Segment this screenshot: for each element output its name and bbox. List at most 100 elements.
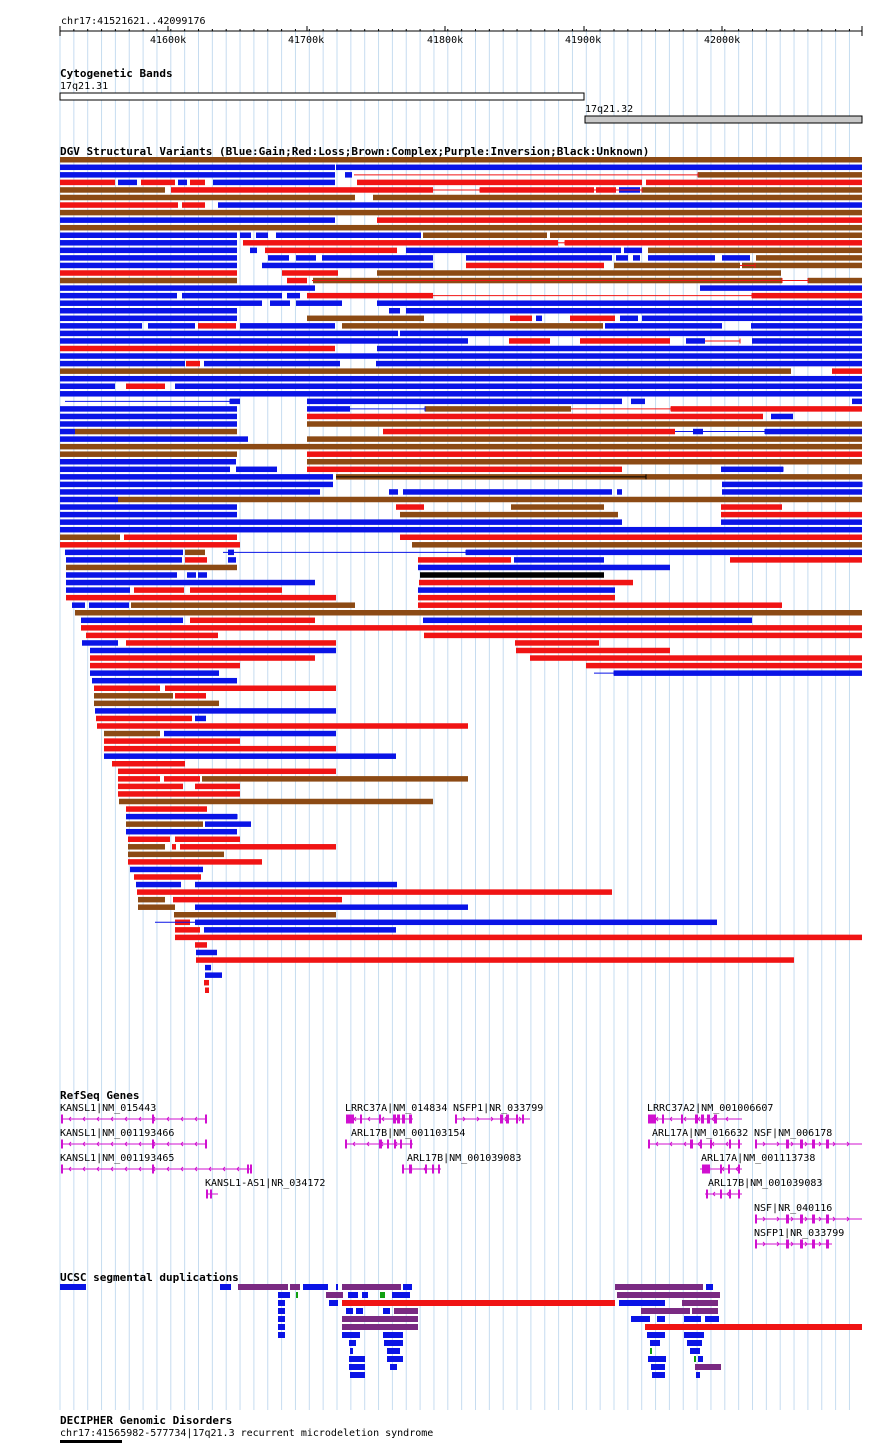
decipher-track-title[interactable]: DECIPHER Genomic Disorders: [60, 1414, 233, 1427]
gene-label[interactable]: NSFP1|NR_033799: [453, 1103, 544, 1114]
gene-exon: [720, 1189, 722, 1199]
dgv-variant: [307, 292, 433, 299]
refseq-track-title[interactable]: RefSeq Genes: [60, 1089, 140, 1102]
dgv-variant: [198, 572, 207, 578]
gene-strand-arrow: [776, 1141, 780, 1147]
gene-label[interactable]: ARL17B|NM_001039083: [708, 1178, 823, 1189]
dgv-variant: [60, 375, 862, 382]
cytoband-track-title[interactable]: Cytogenetic Bands: [60, 67, 173, 80]
dgv-variant: [178, 179, 187, 186]
dgv-track-title[interactable]: DGV Structural Variants (Blue:Gain;Red:L…: [60, 145, 650, 158]
dgv-variant: [509, 338, 550, 344]
gene-label[interactable]: NSF|NR_040116: [754, 1203, 833, 1214]
dgv-variant: [205, 987, 209, 993]
dgv-variant: [418, 594, 615, 601]
dgv-variant: [60, 209, 862, 216]
gene-exon: [786, 1239, 789, 1249]
dgv-variant: [60, 202, 178, 208]
dgv-variant: [756, 255, 862, 261]
gene-strand-arrow: [726, 1191, 730, 1197]
gene-strand-arrow: [68, 1141, 72, 1147]
dgv-variant: [383, 428, 675, 435]
dgv-variant: [60, 247, 237, 254]
segdup-item: [705, 1316, 719, 1322]
dgv-variant: [171, 187, 433, 193]
dgv-variant: [126, 821, 203, 827]
dgv-variant: [128, 859, 262, 865]
gene-exon: [61, 1114, 63, 1124]
dgv-variant: [60, 164, 335, 171]
gene-exon: [800, 1139, 803, 1149]
gene-strand-arrow: [180, 1166, 184, 1172]
dgv-variant: [570, 315, 615, 322]
gene-label[interactable]: KANSL1-AS1|NR_034172: [205, 1178, 326, 1189]
dgv-variant: [60, 542, 240, 548]
gene-label[interactable]: ARL17A|NM_016632: [652, 1128, 749, 1139]
gene-label[interactable]: KANSL1|NM_001193465: [60, 1153, 175, 1164]
decipher-item-label[interactable]: chr17:41565982-577734|17q21.3 recurrent …: [60, 1428, 434, 1439]
gene-label[interactable]: ARL17A|NM_001113738: [701, 1153, 816, 1164]
segdup-item: [278, 1300, 285, 1306]
dgv-variant: [60, 519, 622, 525]
gene-exon: [706, 1189, 708, 1199]
segdup-item: [348, 1292, 358, 1298]
gene-label[interactable]: ARL17B|NM_001039083: [407, 1153, 522, 1164]
dgv-variant: [389, 489, 398, 495]
dgv-variant: [852, 398, 862, 405]
gene-label[interactable]: ARL17B|NM_001103154: [351, 1128, 466, 1139]
gene-exon: [205, 1114, 207, 1124]
gene-label[interactable]: LRRC37A|NM_014834: [345, 1103, 448, 1114]
segdup-item: [687, 1340, 702, 1346]
dgv-variant: [322, 255, 433, 261]
dgv-variant: [60, 459, 236, 465]
dgv-variant: [287, 292, 300, 299]
segdup-item: [645, 1324, 862, 1330]
segdup-track-title[interactable]: UCSC segmental duplications: [60, 1271, 239, 1284]
gene-exon: [648, 1139, 650, 1149]
dgv-variant: [118, 783, 183, 790]
dgv-variant: [60, 443, 862, 450]
segdup-item: [278, 1324, 285, 1330]
gene-strand-arrow: [68, 1116, 72, 1122]
gene-exon: [400, 1139, 402, 1149]
gene-exon: [410, 1139, 412, 1149]
segdup-item: [346, 1308, 353, 1314]
gene-label[interactable]: LRRC37A2|NM_001006607: [647, 1103, 774, 1114]
gene-label[interactable]: NSFP1|NR_033799: [754, 1228, 845, 1239]
dgv-variant: [466, 255, 612, 261]
dgv-variant: [60, 413, 237, 420]
gene-label[interactable]: NSF|NM_006178: [754, 1128, 833, 1139]
dgv-variant: [307, 451, 862, 457]
dgv-variant: [119, 798, 433, 805]
dgv-variant: [60, 428, 75, 435]
gene-strand-arrow: [669, 1116, 673, 1122]
gene-exon: [755, 1139, 757, 1149]
base-position-ruler[interactable]: [0, 0, 890, 60]
segdup-item: [706, 1284, 713, 1290]
dgv-variant: [466, 549, 862, 556]
dgv-variant: [118, 791, 240, 797]
ruler-tick-label: 41800k: [427, 35, 464, 46]
gene-exon: [61, 1164, 63, 1174]
gene-exon: [438, 1164, 440, 1174]
dgv-variant: [190, 587, 282, 593]
gene-label[interactable]: KANSL1|NM_001193466: [60, 1128, 175, 1139]
gene-label[interactable]: KANSL1|NM_015443: [60, 1103, 157, 1114]
gene-exon: [720, 1164, 722, 1174]
dgv-variant: [60, 526, 862, 533]
dgv-variant: [250, 247, 257, 254]
dgv-variant: [389, 308, 400, 314]
dgv-variant: [90, 670, 219, 676]
dgv-variant: [175, 934, 862, 941]
dgv-variant: [511, 504, 604, 510]
gene-exon: [210, 1189, 212, 1199]
segdup-item: [290, 1284, 300, 1290]
cytoband-track[interactable]: [0, 0, 890, 130]
gene-exon: [250, 1164, 252, 1174]
gene-strand-arrow: [712, 1191, 716, 1197]
